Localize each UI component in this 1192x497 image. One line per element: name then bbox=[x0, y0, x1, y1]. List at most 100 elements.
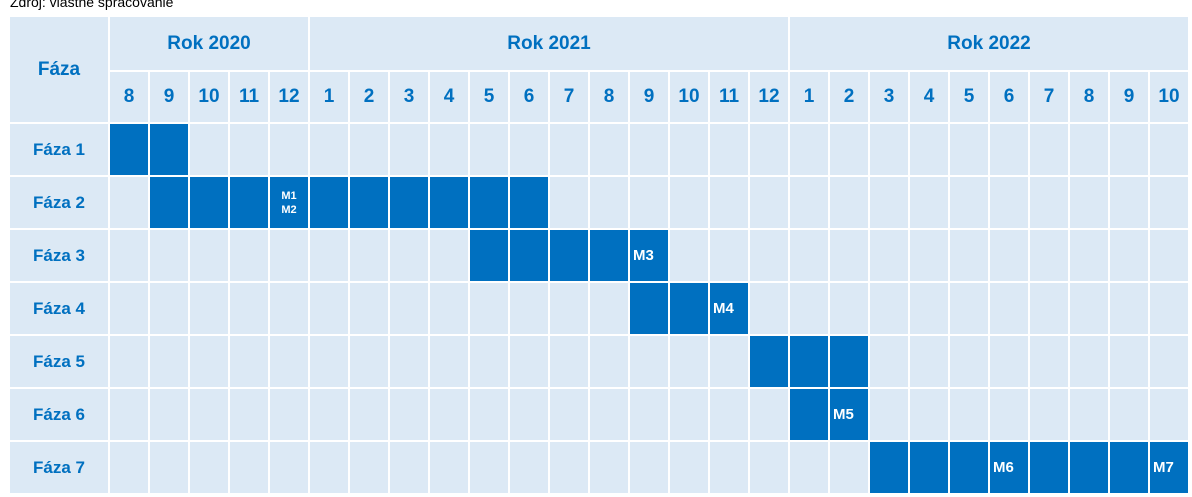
task-cell bbox=[590, 230, 628, 281]
empty-cell bbox=[950, 389, 988, 440]
empty-cell bbox=[910, 177, 948, 228]
empty-cell bbox=[830, 230, 868, 281]
phase-label: Fáza 4 bbox=[10, 283, 108, 334]
empty-cell bbox=[710, 124, 748, 175]
empty-cell bbox=[790, 230, 828, 281]
empty-cell bbox=[1150, 283, 1188, 334]
empty-cell bbox=[510, 442, 548, 493]
task-cell bbox=[230, 177, 268, 228]
empty-cell bbox=[790, 283, 828, 334]
empty-cell bbox=[990, 283, 1028, 334]
month-header: 9 bbox=[630, 72, 668, 122]
empty-cell bbox=[1030, 389, 1068, 440]
milestone-label: M2 bbox=[281, 203, 297, 216]
empty-cell bbox=[910, 230, 948, 281]
empty-cell bbox=[1110, 124, 1148, 175]
empty-cell bbox=[430, 336, 468, 387]
year-header: Rok 2021 bbox=[310, 17, 788, 70]
empty-cell bbox=[1030, 336, 1068, 387]
empty-cell bbox=[550, 177, 588, 228]
task-cell bbox=[310, 177, 348, 228]
empty-cell bbox=[950, 336, 988, 387]
month-header: 8 bbox=[590, 72, 628, 122]
task-cell bbox=[870, 442, 908, 493]
milestone-cell: M7 bbox=[1150, 442, 1188, 493]
empty-cell bbox=[750, 177, 788, 228]
empty-cell bbox=[590, 124, 628, 175]
month-header: 6 bbox=[990, 72, 1028, 122]
year-header: Rok 2020 bbox=[110, 17, 308, 70]
empty-cell bbox=[310, 442, 348, 493]
empty-cell bbox=[110, 389, 148, 440]
empty-cell bbox=[1030, 230, 1068, 281]
empty-cell bbox=[270, 336, 308, 387]
empty-cell bbox=[1070, 389, 1108, 440]
empty-cell bbox=[550, 283, 588, 334]
empty-cell bbox=[430, 442, 468, 493]
empty-cell bbox=[110, 442, 148, 493]
task-cell bbox=[510, 230, 548, 281]
phase-label: Fáza 3 bbox=[10, 230, 108, 281]
caption: Zdroj: vlastné spracovanie bbox=[10, 0, 174, 10]
empty-cell bbox=[910, 336, 948, 387]
month-header: 7 bbox=[1030, 72, 1068, 122]
month-header: 11 bbox=[710, 72, 748, 122]
empty-cell bbox=[750, 442, 788, 493]
empty-cell bbox=[550, 389, 588, 440]
milestone-label: M1 bbox=[281, 189, 297, 202]
empty-cell bbox=[270, 442, 308, 493]
empty-cell bbox=[670, 442, 708, 493]
empty-cell bbox=[390, 442, 428, 493]
empty-cell bbox=[310, 336, 348, 387]
empty-cell bbox=[150, 442, 188, 493]
empty-cell bbox=[870, 389, 908, 440]
task-cell bbox=[150, 177, 188, 228]
month-header: 10 bbox=[1150, 72, 1188, 122]
empty-cell bbox=[150, 389, 188, 440]
empty-cell bbox=[390, 230, 428, 281]
year-header: Rok 2022 bbox=[790, 17, 1188, 70]
empty-cell bbox=[510, 124, 548, 175]
empty-cell bbox=[870, 230, 908, 281]
phase-header: Fáza bbox=[10, 17, 108, 122]
empty-cell bbox=[830, 124, 868, 175]
month-header: 8 bbox=[110, 72, 148, 122]
empty-cell bbox=[1070, 336, 1108, 387]
phase-label: Fáza 5 bbox=[10, 336, 108, 387]
empty-cell bbox=[870, 124, 908, 175]
empty-cell bbox=[590, 283, 628, 334]
empty-cell bbox=[510, 283, 548, 334]
empty-cell bbox=[590, 336, 628, 387]
empty-cell bbox=[390, 124, 428, 175]
task-cell bbox=[350, 177, 388, 228]
task-cell bbox=[830, 336, 868, 387]
empty-cell bbox=[790, 442, 828, 493]
month-header: 9 bbox=[1110, 72, 1148, 122]
empty-cell bbox=[230, 124, 268, 175]
empty-cell bbox=[790, 177, 828, 228]
task-cell bbox=[910, 442, 948, 493]
empty-cell bbox=[110, 230, 148, 281]
empty-cell bbox=[1110, 283, 1148, 334]
month-header: 12 bbox=[750, 72, 788, 122]
task-cell bbox=[790, 336, 828, 387]
empty-cell bbox=[1110, 230, 1148, 281]
empty-cell bbox=[430, 389, 468, 440]
phase-label: Fáza 1 bbox=[10, 124, 108, 175]
empty-cell bbox=[310, 283, 348, 334]
empty-cell bbox=[390, 389, 428, 440]
empty-cell bbox=[670, 389, 708, 440]
empty-cell bbox=[390, 336, 428, 387]
month-header: 11 bbox=[230, 72, 268, 122]
month-header: 3 bbox=[870, 72, 908, 122]
task-cell bbox=[670, 283, 708, 334]
empty-cell bbox=[830, 442, 868, 493]
empty-cell bbox=[150, 230, 188, 281]
empty-cell bbox=[470, 442, 508, 493]
month-header: 10 bbox=[190, 72, 228, 122]
task-cell bbox=[950, 442, 988, 493]
empty-cell bbox=[230, 442, 268, 493]
empty-cell bbox=[910, 389, 948, 440]
empty-cell bbox=[830, 283, 868, 334]
task-cell bbox=[550, 230, 588, 281]
